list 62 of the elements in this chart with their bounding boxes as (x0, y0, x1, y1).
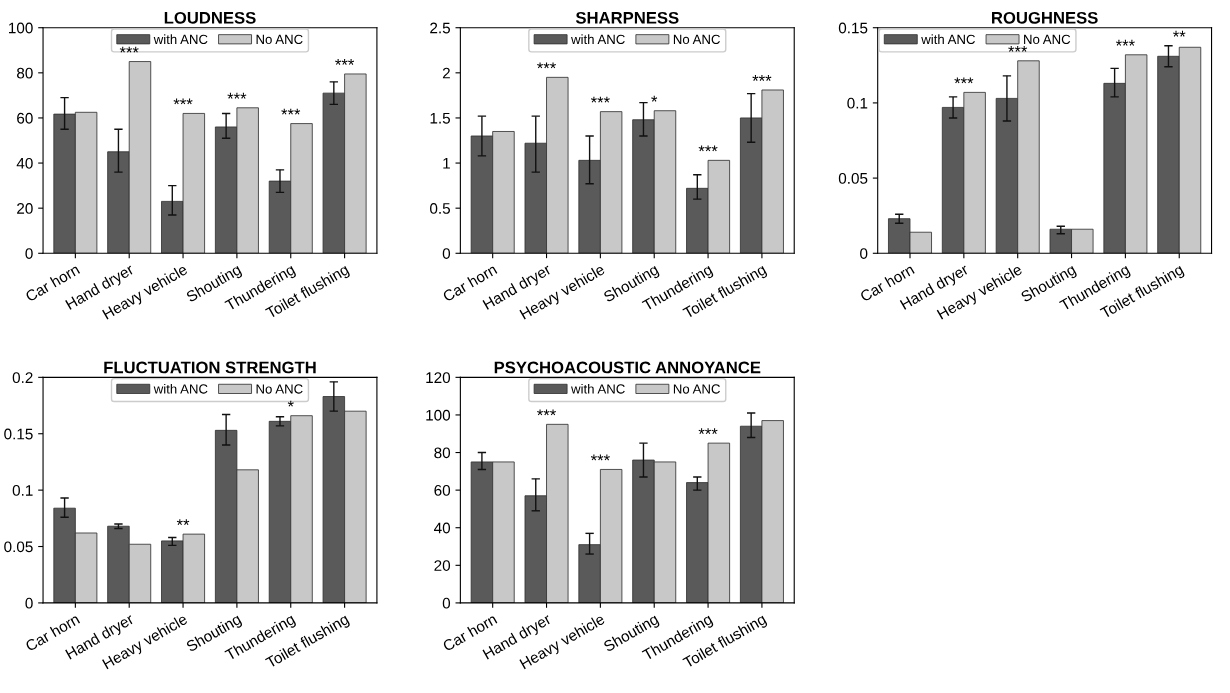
y-tick-label: 40 (16, 157, 33, 169)
y-tick-label: 60 (434, 485, 451, 496)
legend-label: with ANC (153, 383, 208, 394)
y-tick-label: 0 (442, 248, 451, 259)
annotation: *** (698, 145, 718, 152)
y-tick-label: 0.05 (4, 541, 33, 553)
annotation: *** (698, 428, 718, 435)
y-tick-label: 0.2 (12, 372, 33, 384)
legend-label: No ANC (256, 34, 303, 45)
legend-label: with ANC (153, 34, 208, 45)
annotation: *** (1115, 39, 1135, 46)
y-tick-label: 60 (17, 112, 33, 124)
y-tick-label: 0 (25, 248, 33, 259)
annotation: *** (590, 454, 610, 461)
legend-label: No ANC (1024, 34, 1071, 45)
annotation: *** (954, 77, 974, 84)
annotation: *** (119, 46, 139, 53)
y-tick-label: 2.5 (430, 22, 451, 34)
y-tick-label: 0 (25, 597, 33, 609)
annotation: *** (173, 98, 193, 105)
annotation: *** (1008, 45, 1028, 52)
annotation: ** (1173, 30, 1186, 37)
legend-label: No ANC (256, 384, 303, 394)
y-tick-label: 40 (434, 522, 451, 534)
y-tick-label: 1 (443, 158, 450, 169)
annotation: *** (590, 96, 610, 103)
y-tick-label: 100 (426, 409, 451, 421)
annotation: *** (227, 92, 247, 99)
chart-title: LOUDNESS (164, 11, 256, 24)
y-tick-label: 80 (17, 67, 33, 79)
legend-label: with ANC (571, 383, 625, 394)
annotation: *** (281, 108, 301, 115)
y-tick-label: 120 (426, 372, 451, 384)
annotation: ** (176, 519, 190, 526)
legend-label: with ANC (571, 34, 625, 45)
annotation: * (651, 95, 658, 102)
chart-title: SHARPNESS (575, 11, 679, 24)
y-tick-label: 20 (434, 560, 451, 571)
legend-label: with ANC (921, 34, 975, 45)
legend-label: No ANC (673, 34, 720, 45)
y-tick-label: 2 (442, 67, 450, 79)
annotation: *** (752, 75, 772, 81)
chart-title: ROUGHNESS (992, 11, 1098, 24)
legend-label: No ANC (673, 384, 720, 394)
y-tick-label: 0.15 (4, 428, 33, 440)
y-tick-label: 0.1 (847, 97, 868, 109)
y-tick-label: 80 (434, 447, 451, 459)
y-tick-label: 1.5 (430, 112, 451, 124)
y-tick-label: 0.5 (430, 203, 451, 214)
y-tick-label: 0.1 (12, 485, 33, 496)
chart-title: FLUCTUATION STRENGTH (104, 361, 316, 374)
y-tick-label: 0 (860, 248, 868, 259)
annotation: *** (537, 62, 556, 69)
y-tick-label: 0 (442, 597, 451, 609)
y-tick-label: 100 (9, 22, 33, 34)
annotation: *** (335, 59, 355, 65)
annotation: *** (537, 409, 556, 416)
y-tick-label: 0.05 (838, 172, 868, 184)
y-tick-label: 0.15 (838, 22, 868, 34)
chart-title: PSYCHOACOUSTIC ANNOYANCE (494, 361, 761, 374)
annotation: * (287, 400, 294, 407)
y-tick-label: 20 (17, 203, 33, 214)
